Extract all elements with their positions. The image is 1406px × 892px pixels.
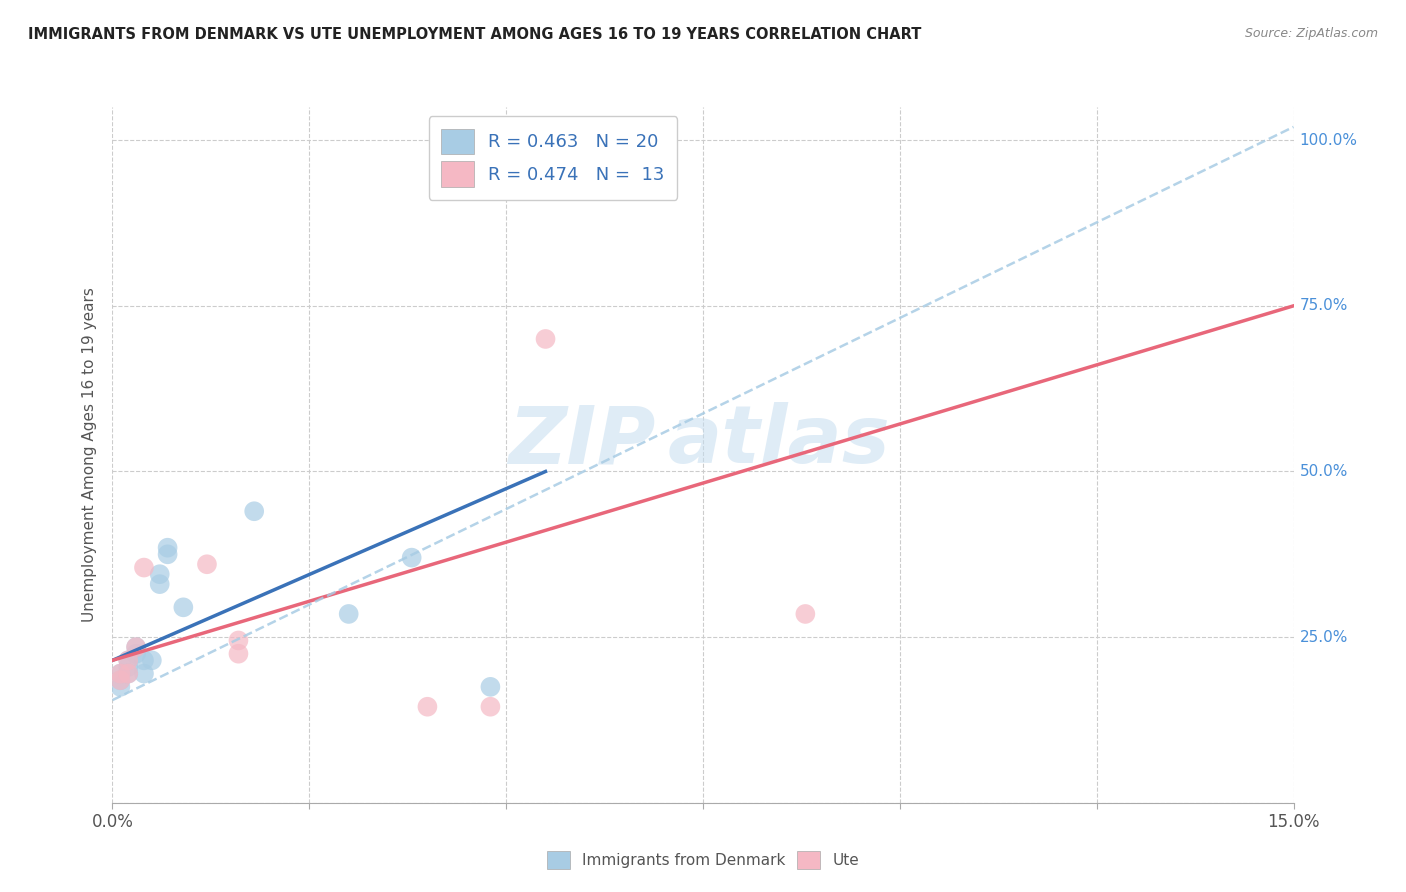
Point: [416, 699, 439, 714]
Point: [228, 647, 250, 661]
Point: [110, 666, 132, 681]
Point: [117, 660, 139, 674]
Point: [117, 653, 139, 667]
Point: [117, 653, 139, 667]
Point: [243, 504, 266, 518]
Text: ZIP: ZIP: [509, 402, 655, 480]
Point: [110, 666, 132, 681]
Point: [132, 666, 155, 681]
Point: [125, 640, 148, 654]
Point: [117, 666, 139, 681]
Text: 50.0%: 50.0%: [1299, 464, 1348, 479]
Text: 25.0%: 25.0%: [1299, 630, 1348, 645]
Point: [228, 633, 250, 648]
Point: [125, 640, 148, 654]
Point: [337, 607, 360, 621]
Text: 100.0%: 100.0%: [1299, 133, 1357, 148]
Point: [479, 680, 502, 694]
Point: [479, 699, 502, 714]
Point: [534, 332, 557, 346]
Point: [110, 680, 132, 694]
Point: [401, 550, 423, 565]
Point: [156, 547, 179, 561]
Point: [110, 673, 132, 688]
Point: [794, 607, 817, 621]
Point: [110, 673, 132, 688]
Text: 75.0%: 75.0%: [1299, 298, 1348, 313]
Point: [149, 577, 172, 591]
Point: [195, 558, 218, 572]
Point: [132, 653, 155, 667]
Point: [132, 560, 155, 574]
Legend: R = 0.463   N = 20, R = 0.474   N =  13: R = 0.463 N = 20, R = 0.474 N = 13: [429, 116, 678, 200]
Legend: Immigrants from Denmark, Ute: Immigrants from Denmark, Ute: [540, 845, 866, 875]
Point: [141, 653, 163, 667]
Point: [149, 567, 172, 582]
Text: atlas: atlas: [668, 402, 890, 480]
Point: [156, 541, 179, 555]
Point: [117, 666, 139, 681]
Point: [125, 647, 148, 661]
Point: [172, 600, 194, 615]
Text: Source: ZipAtlas.com: Source: ZipAtlas.com: [1244, 27, 1378, 40]
Y-axis label: Unemployment Among Ages 16 to 19 years: Unemployment Among Ages 16 to 19 years: [82, 287, 97, 623]
Text: IMMIGRANTS FROM DENMARK VS UTE UNEMPLOYMENT AMONG AGES 16 TO 19 YEARS CORRELATIO: IMMIGRANTS FROM DENMARK VS UTE UNEMPLOYM…: [28, 27, 921, 42]
